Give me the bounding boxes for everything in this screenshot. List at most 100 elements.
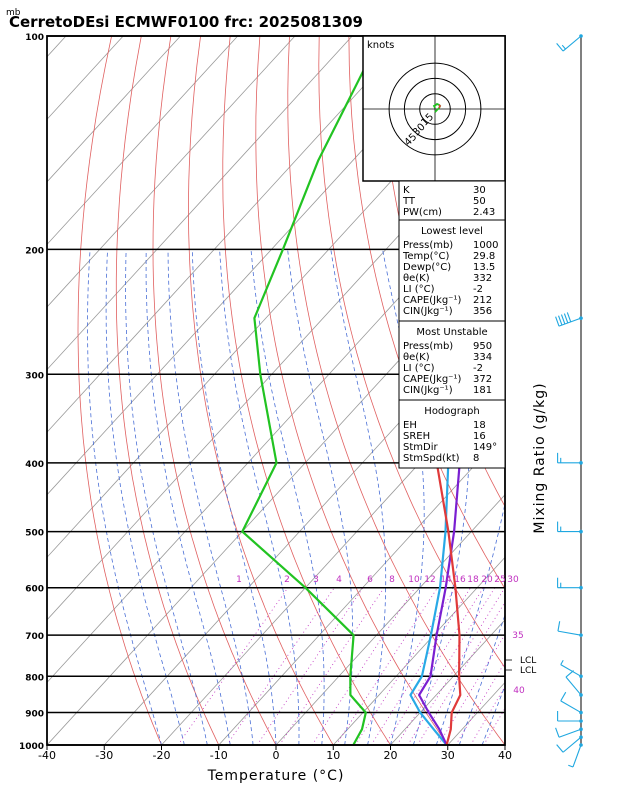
wind-barb-flag bbox=[564, 314, 567, 323]
index-value: 16 bbox=[473, 431, 486, 442]
mixing-ratio-label: 8 bbox=[389, 575, 395, 585]
mixing-ratio-label: 20 bbox=[481, 575, 493, 585]
pressure-tick-label: 100 bbox=[25, 33, 44, 43]
wind-barb-flag bbox=[556, 728, 559, 737]
x-tick-label: -10 bbox=[210, 749, 228, 762]
mixing-ratio-label: 25 bbox=[494, 575, 505, 585]
mixing-ratio-label: 2 bbox=[284, 575, 290, 585]
index-value: 332 bbox=[473, 273, 492, 284]
wind-barb-shaft bbox=[561, 701, 581, 713]
index-label: θe(K) bbox=[403, 352, 430, 363]
mixing-ratio-label: 6 bbox=[367, 575, 373, 585]
x-tick-label: -40 bbox=[38, 749, 56, 762]
x-tick-label: 20 bbox=[384, 749, 398, 762]
x-tick-label: 10 bbox=[326, 749, 340, 762]
index-value: 18 bbox=[473, 420, 486, 431]
isotherm-line bbox=[0, 36, 618, 745]
index-label: CIN(Jkg⁻¹) bbox=[403, 306, 453, 317]
mixing-ratio-label: 40 bbox=[513, 686, 525, 696]
wind-barb-half bbox=[562, 45, 565, 49]
mixing-ratio-label: 14 bbox=[440, 575, 452, 585]
index-value: 356 bbox=[473, 306, 492, 317]
mixing-ratio-label: 16 bbox=[454, 575, 466, 585]
index-value: 950 bbox=[473, 341, 492, 352]
pressure-tick-label: 700 bbox=[25, 632, 44, 642]
isotherm-line bbox=[0, 36, 295, 745]
x-axis-label: Temperature (°C) bbox=[207, 768, 345, 784]
index-label: CIN(Jkg⁻¹) bbox=[403, 385, 453, 396]
x-tick-label: -20 bbox=[153, 749, 171, 762]
x-tick-label: 30 bbox=[441, 749, 455, 762]
index-value: 8 bbox=[473, 453, 479, 464]
hodograph-unit-label: knots bbox=[367, 40, 394, 51]
dewpoint-curve bbox=[242, 36, 381, 745]
index-label: K bbox=[403, 185, 410, 196]
mixing-ratio-label: 10 bbox=[408, 575, 420, 585]
wind-barb-flag bbox=[557, 43, 563, 51]
mixing-ratio-line bbox=[178, 588, 288, 745]
mixing-ratio-label: 1 bbox=[236, 575, 242, 585]
index-value: 50 bbox=[473, 196, 486, 207]
pressure-tick-label: 500 bbox=[25, 529, 44, 539]
wind-barb-shaft bbox=[561, 665, 581, 677]
isotherm-line bbox=[0, 36, 123, 745]
index-value: -2 bbox=[473, 363, 483, 374]
wind-barb-shaft bbox=[563, 36, 581, 51]
index-value: 372 bbox=[473, 374, 492, 385]
index-label: Dewp(°C) bbox=[403, 262, 451, 273]
mixing-ratio-line bbox=[471, 588, 564, 745]
index-value: 149° bbox=[473, 442, 497, 453]
index-label: StmDir bbox=[403, 442, 438, 453]
wind-barb-half bbox=[568, 765, 573, 767]
index-value: 2.43 bbox=[473, 207, 495, 218]
index-value: 29.8 bbox=[473, 251, 495, 262]
index-label: Temp(°C) bbox=[402, 251, 450, 262]
x-tick-label: -30 bbox=[95, 749, 113, 762]
dry-adiabat-line bbox=[556, 36, 618, 745]
dry-adiabat-line bbox=[586, 36, 618, 745]
dry-adiabat-line bbox=[78, 36, 162, 745]
dry-adiabat-line bbox=[153, 36, 276, 745]
wind-barb-shaft bbox=[566, 677, 581, 695]
wind-barb-flag bbox=[567, 312, 570, 321]
index-label: Press(mb) bbox=[403, 341, 453, 352]
index-label: EH bbox=[403, 420, 417, 431]
mixing-ratio-label: 3 bbox=[313, 575, 319, 585]
index-label: LI (°C) bbox=[403, 363, 435, 374]
pressure-tick-label: 800 bbox=[25, 673, 44, 683]
moist-adiabat-line bbox=[192, 249, 276, 745]
index-label: TT bbox=[402, 196, 416, 207]
hodograph-trace-upper bbox=[439, 105, 440, 108]
index-label: SREH bbox=[403, 431, 430, 442]
wind-barb-flag bbox=[556, 317, 559, 326]
index-value: 13.5 bbox=[473, 262, 495, 273]
index-label: θe(K) bbox=[403, 273, 430, 284]
index-label: CAPE(Jkg⁻¹) bbox=[403, 374, 461, 385]
mixing-ratio-label: 12 bbox=[424, 575, 435, 585]
isotherm-line bbox=[0, 36, 9, 745]
index-value: 30 bbox=[473, 185, 486, 196]
lcl-label: LCL bbox=[520, 666, 536, 676]
wind-barb-half bbox=[561, 660, 564, 664]
wind-barb-shaft bbox=[573, 745, 581, 767]
x-tick-label: 0 bbox=[273, 749, 280, 762]
moist-adiabat-line bbox=[168, 249, 253, 745]
mixing-ratio-line bbox=[227, 588, 334, 745]
pressure-tick-label: 300 bbox=[25, 371, 44, 381]
mixing-ratio-label: 35 bbox=[512, 631, 523, 641]
index-label: Press(mb) bbox=[403, 240, 453, 251]
wind-barb-shaft bbox=[558, 631, 581, 635]
wind-barb-flag bbox=[561, 315, 564, 324]
moist-adiabat-line bbox=[126, 249, 208, 745]
chart-title: CerretoDEsi ECMWF0100 frc: 2025081309 bbox=[9, 13, 363, 31]
wind-barb-shaft bbox=[559, 729, 581, 737]
mixing-ratio-label: 18 bbox=[467, 575, 479, 585]
wind-barb-flag bbox=[561, 692, 566, 701]
index-label: PW(cm) bbox=[403, 207, 442, 218]
indices-section-heading: Lowest level bbox=[421, 226, 483, 237]
wind-barb-shaft bbox=[563, 737, 581, 752]
hodograph-frame bbox=[363, 36, 505, 181]
